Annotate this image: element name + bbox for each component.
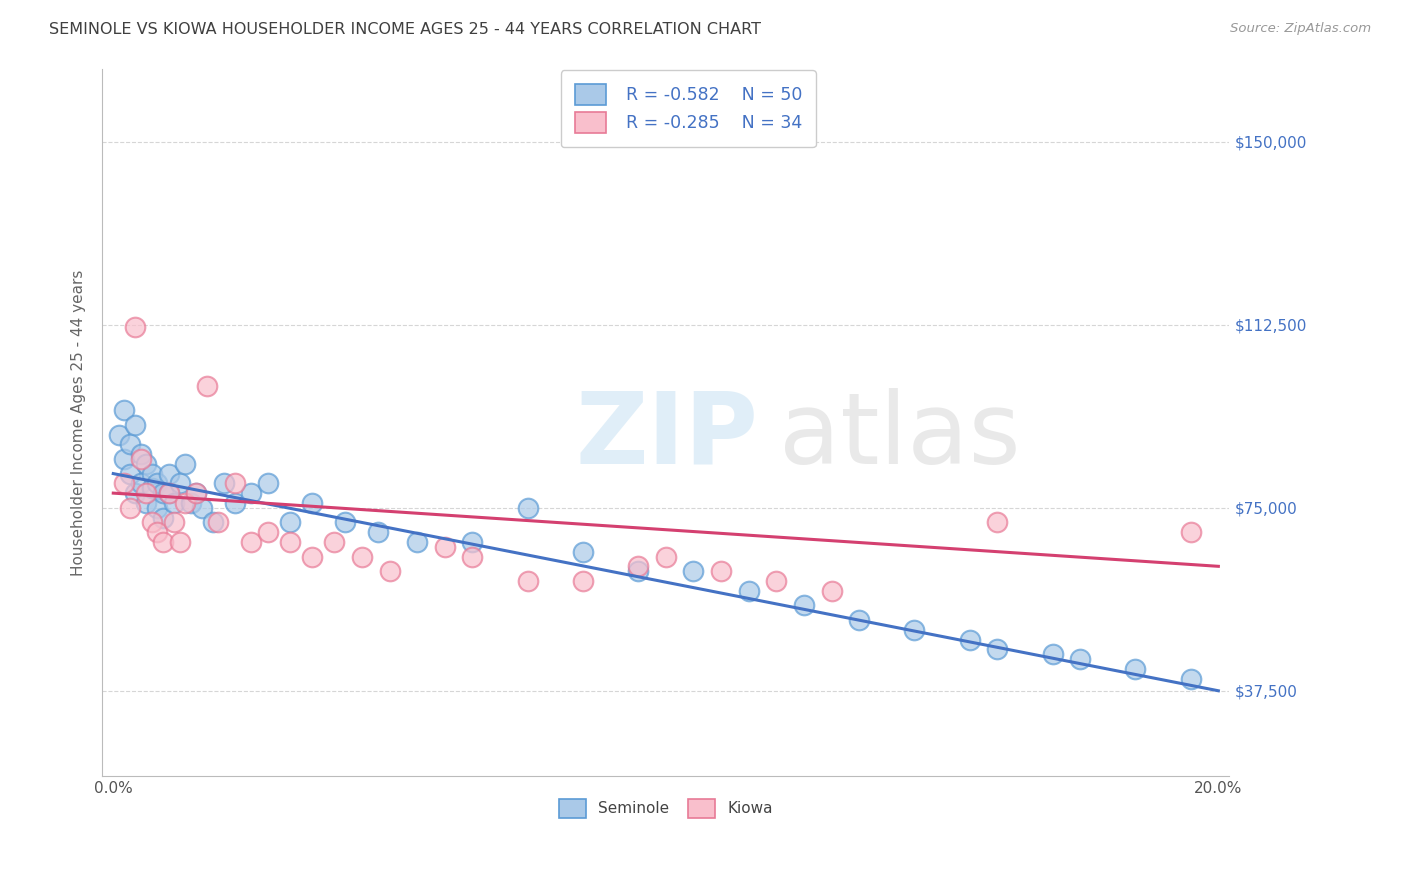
Point <box>174 496 197 510</box>
Point <box>141 481 163 495</box>
Point <box>152 510 174 524</box>
Point <box>112 403 135 417</box>
Point <box>367 525 389 540</box>
Point <box>141 516 163 530</box>
Point <box>257 476 280 491</box>
Point <box>146 500 169 515</box>
Point <box>1125 662 1147 676</box>
Point <box>224 496 246 510</box>
Point <box>572 544 595 558</box>
Point <box>124 320 146 334</box>
Point <box>335 516 357 530</box>
Point <box>195 378 218 392</box>
Point <box>152 486 174 500</box>
Point <box>240 535 263 549</box>
Point <box>240 486 263 500</box>
Point <box>174 457 197 471</box>
Point <box>1180 672 1202 686</box>
Point <box>118 437 141 451</box>
Point <box>112 476 135 491</box>
Text: SEMINOLE VS KIOWA HOUSEHOLDER INCOME AGES 25 - 44 YEARS CORRELATION CHART: SEMINOLE VS KIOWA HOUSEHOLDER INCOME AGE… <box>49 22 761 37</box>
Y-axis label: Householder Income Ages 25 - 44 years: Householder Income Ages 25 - 44 years <box>72 269 86 575</box>
Point <box>112 452 135 467</box>
Point <box>169 535 191 549</box>
Point <box>461 535 484 549</box>
Point <box>152 535 174 549</box>
Text: atlas: atlas <box>779 388 1021 485</box>
Point <box>157 486 180 500</box>
Point <box>323 535 346 549</box>
Point <box>124 417 146 432</box>
Point <box>163 496 186 510</box>
Point <box>1069 652 1091 666</box>
Point <box>655 549 678 564</box>
Point <box>278 535 301 549</box>
Point <box>146 525 169 540</box>
Point <box>516 500 538 515</box>
Point <box>406 535 429 549</box>
Point <box>737 583 759 598</box>
Point <box>157 467 180 481</box>
Point <box>224 476 246 491</box>
Point <box>278 516 301 530</box>
Point <box>257 525 280 540</box>
Point <box>135 457 157 471</box>
Text: Source: ZipAtlas.com: Source: ZipAtlas.com <box>1230 22 1371 36</box>
Point <box>207 516 229 530</box>
Point <box>350 549 373 564</box>
Point <box>190 500 212 515</box>
Point <box>986 516 1008 530</box>
Point <box>186 486 208 500</box>
Text: ZIP: ZIP <box>575 388 758 485</box>
Point <box>627 559 650 574</box>
Point <box>793 599 815 613</box>
Point <box>201 516 224 530</box>
Point <box>157 486 180 500</box>
Point <box>141 467 163 481</box>
Point <box>107 427 129 442</box>
Point <box>301 549 323 564</box>
Point <box>129 447 152 461</box>
Point <box>186 486 208 500</box>
Point <box>135 496 157 510</box>
Point <box>129 476 152 491</box>
Point <box>301 496 323 510</box>
Point <box>124 486 146 500</box>
Point <box>146 476 169 491</box>
Point <box>135 486 157 500</box>
Point <box>1180 525 1202 540</box>
Point <box>848 613 870 627</box>
Point <box>516 574 538 588</box>
Point <box>627 564 650 578</box>
Point <box>118 467 141 481</box>
Point <box>903 623 925 637</box>
Point <box>212 476 235 491</box>
Point <box>986 642 1008 657</box>
Point <box>682 564 704 578</box>
Point <box>169 476 191 491</box>
Point <box>163 516 186 530</box>
Point <box>710 564 733 578</box>
Point <box>433 540 456 554</box>
Point <box>820 583 842 598</box>
Point <box>765 574 787 588</box>
Point <box>572 574 595 588</box>
Point <box>118 500 141 515</box>
Point <box>959 632 981 647</box>
Legend: Seminole, Kiowa: Seminole, Kiowa <box>551 791 780 825</box>
Point <box>461 549 484 564</box>
Point <box>1042 647 1064 661</box>
Point <box>180 496 202 510</box>
Point <box>129 452 152 467</box>
Point <box>378 564 401 578</box>
